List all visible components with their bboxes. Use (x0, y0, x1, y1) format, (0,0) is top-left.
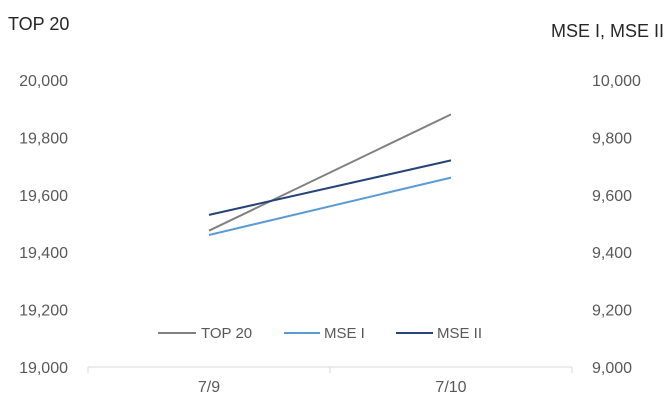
x-tick-label: 7/9 (198, 379, 220, 396)
series-line-top-20 (208, 113, 452, 232)
x-axis: 7/9 7/10 (87, 366, 573, 396)
legend-item: TOP 20 (158, 325, 252, 342)
legend-item: MSE I (284, 325, 365, 342)
left-axis-title: TOP 20 (8, 14, 69, 34)
left-axis-ticks: 19,000 19,200 19,400 19,600 19,800 20,000 (19, 73, 68, 377)
series-line-mse-ii (208, 159, 452, 216)
right-tick-label: 9,600 (592, 188, 632, 205)
legend-label: MSE II (437, 325, 482, 342)
left-tick-label: 19,600 (19, 188, 68, 205)
right-axis-ticks: 9,000 9,200 9,400 9,600 9,800 10,000 (592, 73, 641, 377)
right-tick-label: 9,400 (592, 245, 632, 262)
right-tick-label: 9,000 (592, 360, 632, 377)
legend-item: MSE II (396, 325, 482, 342)
series-lines (208, 113, 452, 236)
right-axis-title: MSE I, MSE II (551, 21, 664, 41)
right-tick-label: 9,800 (592, 130, 632, 147)
left-tick-label: 20,000 (19, 73, 68, 90)
legend-label: TOP 20 (201, 325, 252, 342)
series-line-mse-i (208, 176, 452, 236)
left-tick-label: 19,400 (19, 245, 68, 262)
left-tick-label: 19,000 (19, 360, 68, 377)
legend: TOP 20 MSE I MSE II (158, 325, 482, 342)
x-tick-label: 7/10 (435, 379, 466, 396)
right-tick-label: 10,000 (592, 73, 641, 90)
left-tick-label: 19,200 (19, 303, 68, 320)
legend-label: MSE I (324, 325, 365, 342)
left-tick-label: 19,800 (19, 130, 68, 147)
right-tick-label: 9,200 (592, 303, 632, 320)
